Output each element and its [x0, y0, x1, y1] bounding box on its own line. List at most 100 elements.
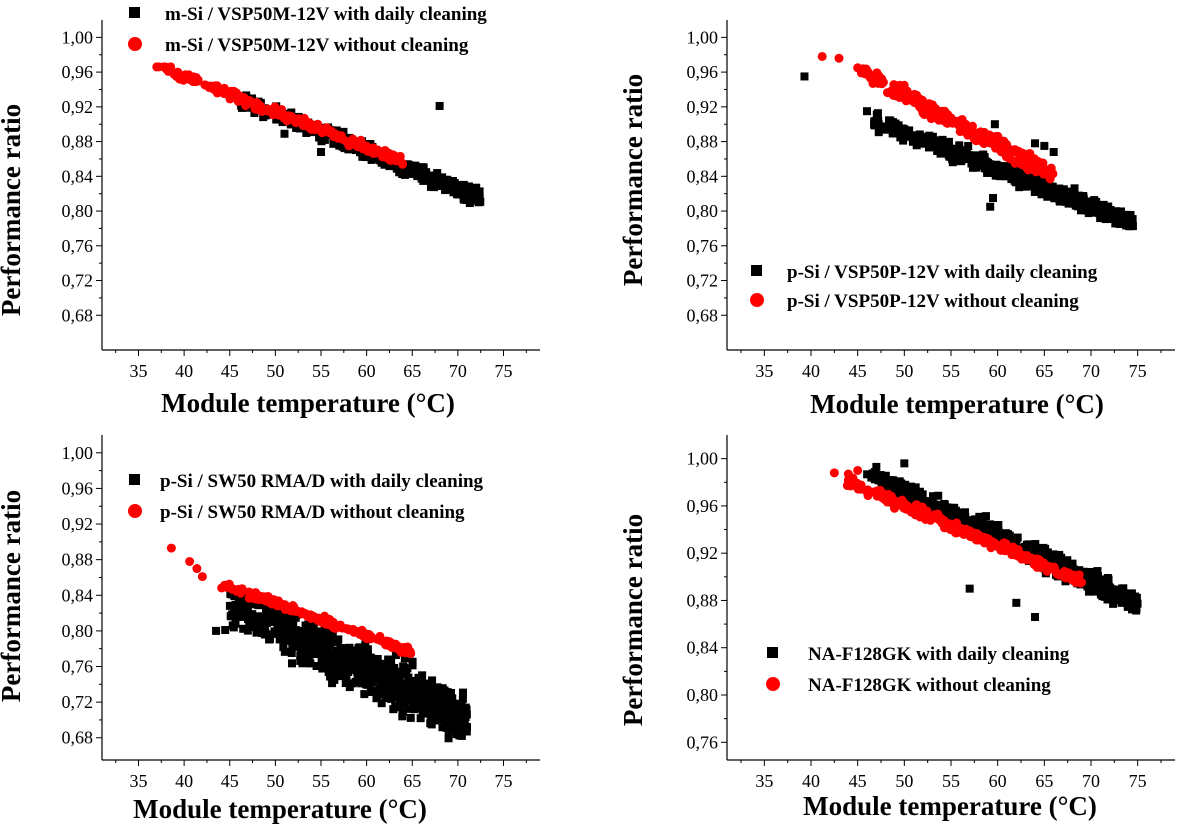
- data-point: [398, 712, 407, 721]
- data-point: [1038, 547, 1047, 556]
- legend-label-daily-cleaning: p-Si / VSP50P-12V with daily cleaning: [787, 262, 1098, 283]
- data-point: [895, 91, 905, 101]
- series-daily-cleaning: [800, 72, 1137, 231]
- data-point: [927, 501, 936, 510]
- data-point: [220, 87, 230, 97]
- data-point: [367, 663, 376, 672]
- data-point: [414, 167, 423, 176]
- data-point: [1011, 538, 1020, 547]
- legend-label-daily-cleaning: p-Si / SW50 RMA/D with daily cleaning: [160, 471, 484, 492]
- data-point: [1073, 202, 1082, 211]
- data-point: [1121, 212, 1130, 221]
- data-point: [1055, 550, 1064, 559]
- data-point: [419, 688, 428, 697]
- data-point: [312, 629, 321, 638]
- data-point: [1049, 550, 1058, 559]
- data-point: [330, 660, 339, 669]
- data-point: [426, 182, 435, 191]
- y-axis-title: Performance ratio: [0, 490, 26, 702]
- data-point: [338, 647, 347, 656]
- x-tick-label: 50: [266, 771, 284, 791]
- data-point: [456, 713, 465, 722]
- y-tick-label: 0,76: [687, 732, 719, 752]
- data-point: [1025, 178, 1034, 187]
- data-point: [372, 657, 381, 666]
- data-point: [458, 184, 467, 193]
- data-point: [394, 674, 403, 683]
- data-point: [254, 601, 263, 610]
- data-point: [1008, 542, 1018, 552]
- data-point: [230, 604, 239, 613]
- data-point: [1015, 177, 1024, 186]
- data-point: [944, 151, 953, 160]
- data-point: [911, 500, 921, 510]
- legend-marker-daily-cleaning: [129, 474, 140, 485]
- data-point: [951, 513, 960, 522]
- data-point: [878, 472, 887, 481]
- data-point: [261, 629, 270, 638]
- data-point: [905, 487, 914, 496]
- data-point: [260, 613, 269, 622]
- x-tick-label: 65: [1035, 771, 1053, 791]
- data-point: [291, 116, 301, 126]
- data-point: [903, 501, 913, 511]
- x-tick-label: 40: [802, 361, 820, 381]
- data-point: [377, 689, 386, 698]
- data-point: [990, 120, 999, 129]
- data-point: [360, 690, 369, 699]
- data-point: [221, 626, 230, 634]
- data-point: [243, 606, 252, 615]
- data-point: [262, 606, 271, 615]
- data-point: [930, 137, 939, 146]
- data-point: [972, 516, 981, 525]
- data-point: [874, 71, 884, 81]
- y-tick-label: 0,88: [62, 550, 94, 570]
- data-point: [1031, 613, 1039, 621]
- data-point: [387, 673, 396, 682]
- data-point: [332, 668, 341, 677]
- legend-marker-without-cleaning: [750, 293, 764, 307]
- data-point: [287, 637, 296, 646]
- y-tick-label: 1,00: [62, 27, 94, 47]
- data-point: [1012, 598, 1021, 607]
- data-point: [443, 182, 452, 191]
- data-point: [442, 723, 451, 732]
- legend-label-without-cleaning: p-Si / SW50 RMA/D without cleaning: [160, 502, 465, 523]
- data-point: [444, 734, 453, 743]
- x-axis-title: Module temperature (°C): [133, 794, 427, 824]
- data-point: [303, 635, 312, 644]
- y-tick-label: 0,80: [687, 685, 719, 705]
- data-point: [383, 681, 392, 690]
- data-point: [366, 687, 375, 696]
- data-point: [389, 642, 399, 652]
- data-point: [1013, 169, 1022, 178]
- data-point: [265, 635, 274, 644]
- data-point: [244, 587, 254, 597]
- data-point: [1013, 550, 1023, 560]
- y-tick-label: 0,92: [687, 97, 719, 117]
- data-point: [944, 507, 953, 516]
- data-point: [867, 473, 876, 482]
- data-point: [322, 633, 331, 642]
- data-point: [1020, 176, 1029, 185]
- data-point: [449, 187, 458, 196]
- data-point: [1112, 596, 1121, 605]
- data-point: [1123, 602, 1132, 611]
- data-point: [1115, 219, 1124, 228]
- data-point: [322, 656, 331, 665]
- data-point: [1097, 203, 1106, 212]
- y-tick-label: 0,76: [62, 657, 94, 677]
- data-point: [964, 142, 973, 151]
- data-point: [1116, 210, 1125, 219]
- data-point: [1126, 592, 1135, 601]
- data-point: [341, 679, 350, 688]
- data-point: [287, 620, 296, 629]
- data-point: [1021, 170, 1030, 179]
- legend-label-without-cleaning: p-Si / VSP50P-12V without cleaning: [787, 291, 1079, 312]
- data-point: [399, 662, 408, 671]
- data-point: [1043, 171, 1053, 181]
- data-point: [1022, 182, 1031, 191]
- data-point: [914, 137, 923, 146]
- x-tick-label: 50: [895, 361, 913, 381]
- x-axis-title: Module temperature (°C): [803, 791, 1097, 821]
